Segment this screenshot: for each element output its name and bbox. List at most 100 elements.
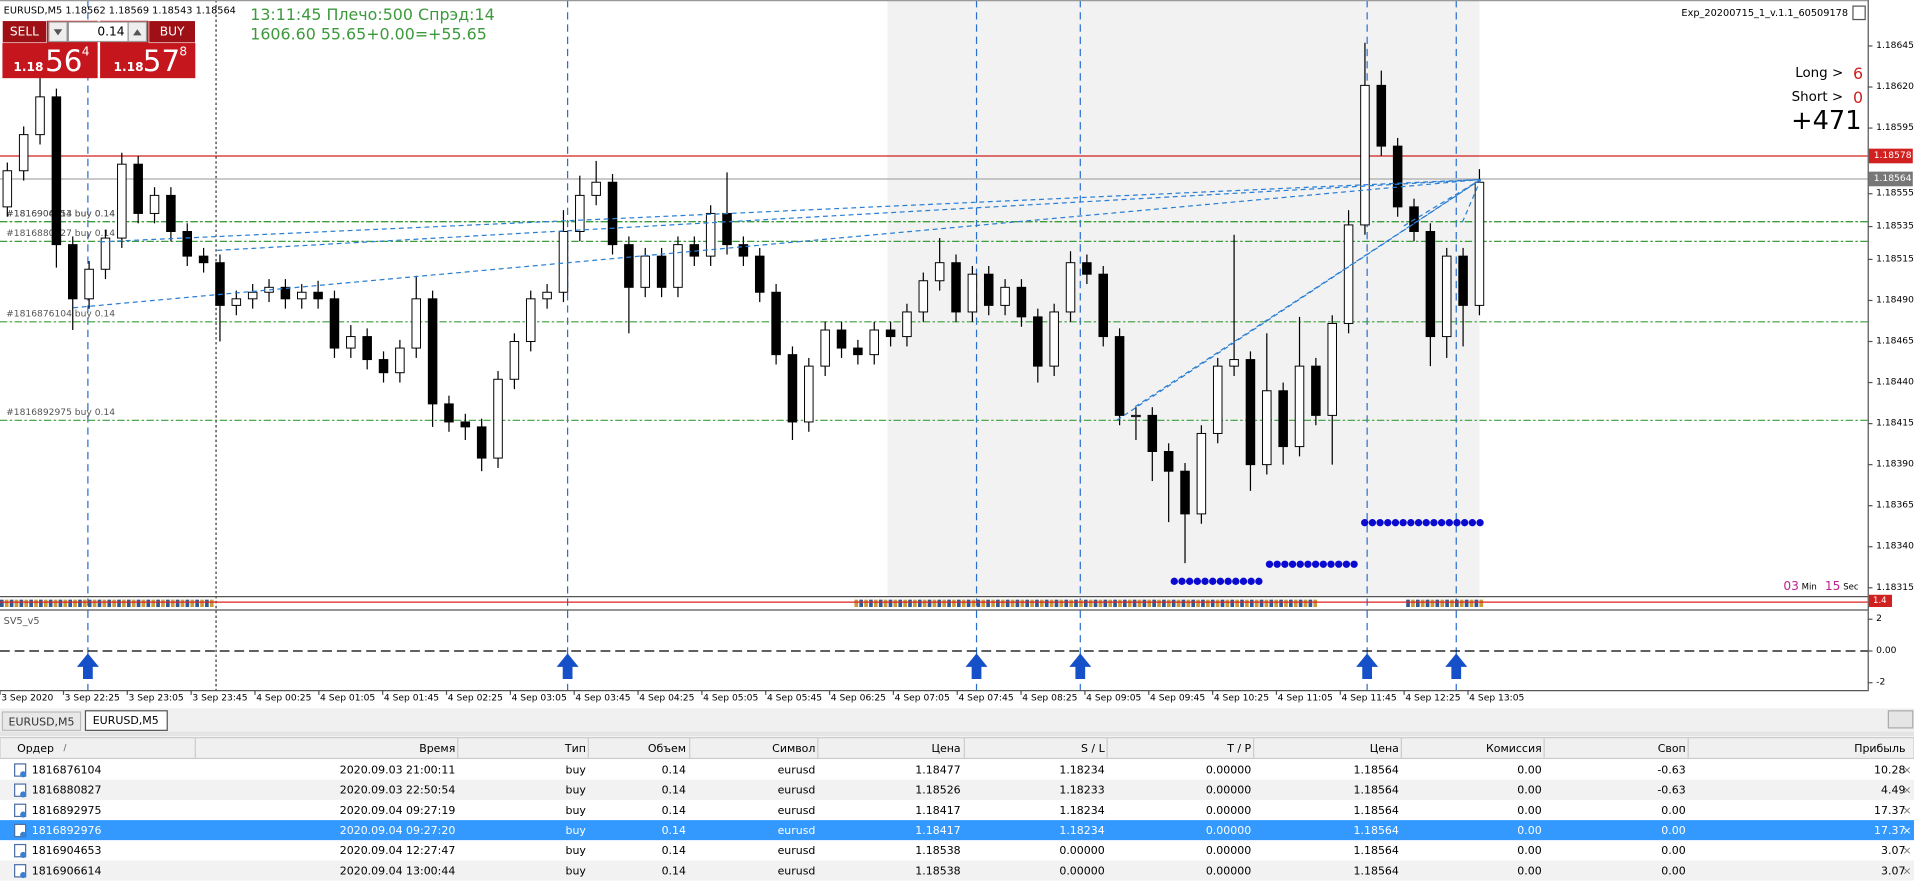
candle-body [1180, 470, 1190, 515]
profit-total: +471 [1791, 106, 1861, 136]
column-header[interactable]: Прибыль [1854, 742, 1905, 755]
strip-cell [1245, 599, 1249, 607]
strip-cell [1171, 599, 1176, 607]
column-header[interactable]: Комиссия [1486, 742, 1542, 755]
strip-cell [1469, 599, 1474, 607]
order-icon [14, 864, 27, 878]
table-row[interactable] [0, 860, 1914, 881]
order-icon [14, 823, 27, 838]
table-row[interactable] [0, 779, 1914, 800]
candle-body [1016, 286, 1027, 318]
strip-cell [102, 599, 107, 607]
expert-icon[interactable] [1852, 5, 1866, 21]
close-order[interactable]: × [1902, 784, 1911, 797]
signal-dot [1319, 560, 1327, 568]
strip-cell [1298, 599, 1303, 607]
strip-cell [34, 599, 38, 607]
table-cell: 1.18526 [915, 784, 960, 797]
signal-dot [1414, 519, 1423, 527]
long-label: Long > [1795, 66, 1843, 81]
signal-dot [1224, 577, 1232, 586]
candle-body [754, 255, 765, 293]
strip-cell [1425, 599, 1430, 607]
candle-body [951, 262, 961, 313]
strip-cell [1079, 599, 1083, 607]
strip-cell [1225, 599, 1230, 607]
column-header[interactable]: Тип [564, 742, 586, 755]
candle-body [1000, 286, 1010, 306]
close-order[interactable]: × [1902, 804, 1911, 817]
strip-cell [1196, 599, 1200, 607]
table-row[interactable] [0, 840, 1914, 861]
table-cell: 1.18564 [1354, 784, 1399, 797]
indicator-tick-label: 0.00 [1876, 646, 1897, 656]
column-header[interactable]: Ордер [17, 742, 54, 755]
table-cell: 1.18417 [915, 824, 960, 837]
column-header[interactable]: Своп [1658, 742, 1686, 755]
table-cell: 0.14 [662, 844, 686, 857]
strip-cell [898, 599, 903, 607]
close-order[interactable]: × [1902, 844, 1911, 857]
strip-cell [126, 599, 131, 607]
y-tick-label: 1.18535 [1876, 222, 1914, 232]
strip-cell [1415, 599, 1420, 607]
indicator-tick-label: -2 [1876, 678, 1885, 688]
order-icon-dot [20, 831, 27, 838]
buy-button[interactable] [148, 20, 196, 44]
strip-cell [9, 599, 14, 607]
tab[interactable] [1, 711, 82, 731]
column-header[interactable]: Цена [1370, 742, 1399, 755]
table-cell: eurusd [778, 804, 816, 817]
table-cell: 17.37 [1874, 804, 1905, 817]
table-row[interactable] [0, 799, 1914, 821]
close-order[interactable]: × [1902, 824, 1911, 837]
candle-body [885, 329, 896, 338]
strip-cell [1279, 599, 1283, 607]
x-tick-label: 4 Sep 07:05 [895, 694, 950, 704]
signal-dot [1350, 560, 1358, 568]
table-cell: 1.18564 [1354, 804, 1399, 817]
y-tick-label: 1.18645 [1876, 41, 1914, 51]
signal-arrow [1069, 653, 1092, 680]
order-icon-dot [20, 791, 27, 798]
strip-cell [4, 599, 9, 607]
column-header[interactable]: Объем [648, 742, 686, 755]
strip-cell [952, 599, 956, 607]
chart-layer: 1.186451.186201.185951.185551.185351.185… [0, 0, 1914, 704]
strip-cell [1450, 599, 1454, 607]
strip-cell [917, 599, 922, 607]
strip-cell [1030, 599, 1034, 607]
table-row[interactable] [0, 820, 1914, 841]
strip-cell [58, 599, 63, 607]
strip-cell [1093, 599, 1098, 607]
candle-body [231, 298, 242, 306]
tab-active[interactable] [84, 710, 168, 731]
table-cell: 0.14 [662, 784, 686, 797]
strip-cell [991, 599, 995, 607]
strip-cell [1000, 599, 1005, 607]
column-header[interactable]: T / P [1226, 742, 1251, 755]
candle-body [67, 244, 78, 300]
strip-cell [883, 599, 888, 607]
strip-cell [888, 599, 893, 607]
candle-body [1425, 231, 1436, 338]
close-order[interactable]: × [1902, 864, 1911, 877]
strip-cell [78, 599, 82, 607]
close-order[interactable]: × [1902, 764, 1911, 777]
column-header[interactable]: Символ [772, 742, 815, 755]
table-cell: 0.00 [1661, 804, 1685, 817]
candle-body [117, 163, 127, 239]
table-cell: buy [566, 764, 587, 777]
column-header[interactable]: Цена [931, 742, 960, 755]
sell-button[interactable] [2, 20, 47, 44]
candle-body [804, 365, 814, 423]
y-tick-label: 1.18315 [1876, 583, 1914, 593]
table-row[interactable] [0, 759, 1914, 780]
candle-body [133, 163, 143, 214]
x-tick-label: 4 Sep 10:25 [1214, 694, 1269, 704]
strip-cell [92, 599, 97, 607]
column-header[interactable]: Время [419, 742, 455, 755]
strip-cell [1313, 599, 1318, 607]
scroll-buttons[interactable] [1887, 710, 1914, 729]
column-header[interactable]: S / L [1081, 742, 1106, 755]
